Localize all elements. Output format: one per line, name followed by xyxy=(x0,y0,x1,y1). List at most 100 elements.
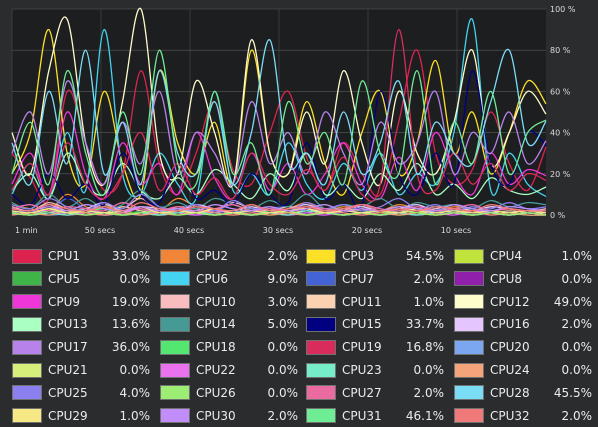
graph-series-lines xyxy=(11,7,547,216)
legend-item-cpu25[interactable]: CPU25 4.0% xyxy=(12,382,150,404)
legend-color-swatch[interactable] xyxy=(12,339,42,355)
legend-item-cpu15[interactable]: CPU15 33.7% xyxy=(306,313,444,335)
legend-cpu-usage: 16.8% xyxy=(405,340,444,355)
y-tick-label: 80 % xyxy=(550,46,571,55)
legend-item-cpu27[interactable]: CPU27 2.0% xyxy=(306,382,444,404)
legend-item-cpu18[interactable]: CPU18 0.0% xyxy=(160,336,298,358)
legend-color-swatch[interactable] xyxy=(306,248,336,264)
legend-cpu-name: CPU8 xyxy=(490,271,523,286)
legend-color-swatch[interactable] xyxy=(160,362,190,378)
legend-item-cpu13[interactable]: CPU13 13.6% xyxy=(12,313,150,335)
legend-item-cpu12[interactable]: CPU12 49.0% xyxy=(454,291,592,313)
legend-color-swatch[interactable] xyxy=(160,271,190,287)
legend-color-swatch[interactable] xyxy=(160,385,190,401)
legend-item-cpu1[interactable]: CPU1 33.0% xyxy=(12,245,150,267)
legend-color-swatch[interactable] xyxy=(12,316,42,332)
legend-cpu-name: CPU30 xyxy=(196,408,236,423)
x-tick-label: 20 secs xyxy=(352,226,382,235)
cpu-history-graph: 100 % 80 % 60 % 40 % 20 % 0 % 1 min 50 secs 40 … xyxy=(11,5,576,235)
legend-cpu-name: CPU29 xyxy=(48,408,88,423)
legend-color-swatch[interactable] xyxy=(306,385,336,401)
legend-color-swatch[interactable] xyxy=(306,271,336,287)
legend-cpu-name: CPU5 xyxy=(48,271,81,286)
x-tick-label: 1 min xyxy=(15,226,38,235)
legend-cpu-name: CPU12 xyxy=(490,294,530,309)
legend-color-swatch[interactable] xyxy=(160,408,190,424)
legend-color-swatch[interactable] xyxy=(454,316,484,332)
legend-color-swatch[interactable] xyxy=(306,408,336,424)
legend-cpu-name: CPU15 xyxy=(342,317,382,332)
legend-item-cpu16[interactable]: CPU16 2.0% xyxy=(454,313,592,335)
legend-color-swatch[interactable] xyxy=(306,339,336,355)
legend-color-swatch[interactable] xyxy=(12,294,42,310)
legend-color-swatch[interactable] xyxy=(454,339,484,355)
legend-cpu-name: CPU27 xyxy=(342,385,382,400)
legend-color-swatch[interactable] xyxy=(160,339,190,355)
legend-color-swatch[interactable] xyxy=(12,248,42,264)
legend-color-swatch[interactable] xyxy=(12,362,42,378)
legend-item-cpu10[interactable]: CPU10 3.0% xyxy=(160,291,298,313)
legend-item-cpu9[interactable]: CPU9 19.0% xyxy=(12,291,150,313)
legend-color-swatch[interactable] xyxy=(160,316,190,332)
legend-cpu-usage: 0.0% xyxy=(413,363,445,377)
legend-item-cpu6[interactable]: CPU6 9.0% xyxy=(160,268,298,290)
legend-color-swatch[interactable] xyxy=(306,362,336,378)
legend-item-cpu5[interactable]: CPU5 0.0% xyxy=(12,268,150,290)
series-line-cpu28 xyxy=(11,39,547,186)
legend-item-cpu4[interactable]: CPU4 1.0% xyxy=(454,245,592,267)
legend-color-swatch[interactable] xyxy=(306,294,336,310)
legend-color-swatch[interactable] xyxy=(12,385,42,401)
legend-cpu-name: CPU7 xyxy=(342,271,375,286)
legend-item-cpu3[interactable]: CPU3 54.5% xyxy=(306,245,444,267)
x-tick-label: 40 secs xyxy=(174,226,204,235)
legend-item-cpu14[interactable]: CPU14 5.0% xyxy=(160,313,298,335)
legend-item-cpu7[interactable]: CPU7 2.0% xyxy=(306,268,444,290)
legend-item-cpu19[interactable]: CPU19 16.8% xyxy=(306,336,444,358)
y-axis-ticks: 100 % 80 % 60 % 40 % 20 % 0 % xyxy=(550,5,576,220)
legend-item-cpu26[interactable]: CPU26 0.0% xyxy=(160,382,298,404)
legend-cpu-name: CPU11 xyxy=(342,294,382,309)
legend-cpu-usage: 33.7% xyxy=(405,317,444,332)
legend-color-swatch[interactable] xyxy=(306,316,336,332)
legend-item-cpu20[interactable]: CPU20 0.0% xyxy=(454,336,592,358)
legend-cpu-usage: 19.0% xyxy=(111,294,150,309)
legend-item-cpu30[interactable]: CPU30 2.0% xyxy=(160,405,298,427)
legend-cpu-name: CPU4 xyxy=(490,249,523,263)
legend-color-swatch[interactable] xyxy=(454,362,484,378)
legend-color-swatch[interactable] xyxy=(454,408,484,424)
legend-color-swatch[interactable] xyxy=(12,271,42,287)
legend-item-cpu24[interactable]: CPU24 0.0% xyxy=(454,359,592,381)
legend-item-cpu22[interactable]: CPU22 0.0% xyxy=(160,359,298,381)
legend-color-swatch[interactable] xyxy=(454,271,484,287)
legend-color-swatch[interactable] xyxy=(454,294,484,310)
legend-cpu-name: CPU10 xyxy=(196,294,236,309)
series-line-cpu31 xyxy=(11,49,547,197)
legend-item-cpu8[interactable]: CPU8 0.0% xyxy=(454,268,592,290)
legend-cpu-name: CPU23 xyxy=(342,363,382,377)
legend-cpu-usage: 49.0% xyxy=(553,294,592,309)
legend-cpu-usage: 5.0% xyxy=(267,317,299,332)
legend-color-swatch[interactable] xyxy=(12,408,42,424)
legend-cpu-usage: 45.5% xyxy=(553,385,592,400)
legend-cpu-name: CPU24 xyxy=(490,363,530,377)
legend-cpu-name: CPU3 xyxy=(342,249,375,263)
legend-item-cpu31[interactable]: CPU31 46.1% xyxy=(306,405,444,427)
legend-item-cpu17[interactable]: CPU17 36.0% xyxy=(12,336,150,358)
legend-cpu-usage: 54.5% xyxy=(405,249,444,263)
legend-item-cpu32[interactable]: CPU32 2.0% xyxy=(454,405,592,427)
legend-cpu-name: CPU18 xyxy=(196,340,236,355)
x-tick-label: 50 secs xyxy=(85,226,115,235)
legend-cpu-usage: 36.0% xyxy=(111,340,150,355)
legend-color-swatch[interactable] xyxy=(454,248,484,264)
legend-cpu-name: CPU13 xyxy=(48,317,88,332)
legend-item-cpu2[interactable]: CPU2 2.0% xyxy=(160,245,298,267)
legend-item-cpu23[interactable]: CPU23 0.0% xyxy=(306,359,444,381)
legend-item-cpu28[interactable]: CPU28 45.5% xyxy=(454,382,592,404)
legend-color-swatch[interactable] xyxy=(160,294,190,310)
legend-item-cpu29[interactable]: CPU29 1.0% xyxy=(12,405,150,427)
legend-color-swatch[interactable] xyxy=(160,248,190,264)
legend-color-swatch[interactable] xyxy=(454,385,484,401)
legend-cpu-usage: 4.0% xyxy=(119,385,151,400)
legend-item-cpu21[interactable]: CPU21 0.0% xyxy=(12,359,150,381)
legend-item-cpu11[interactable]: CPU11 1.0% xyxy=(306,291,444,313)
